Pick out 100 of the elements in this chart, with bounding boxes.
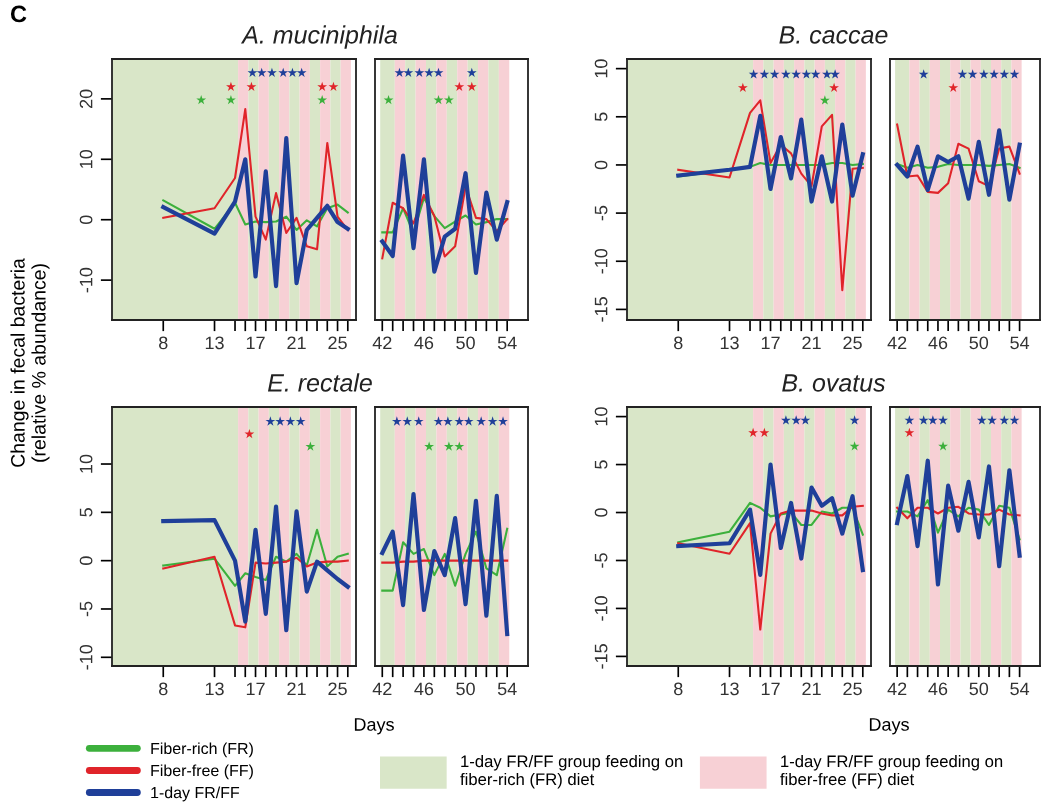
chart-title: E. rectale	[267, 373, 372, 392]
x-axis-title: Days	[354, 718, 394, 735]
point	[287, 67, 298, 78]
line-series	[676, 113, 865, 204]
x-tick-label: 13	[205, 336, 224, 350]
point	[317, 81, 328, 91]
y-tick-label: 5	[594, 112, 608, 122]
x-tick-label: 46	[928, 336, 948, 350]
point	[801, 69, 812, 79]
y-tick-label: 0	[79, 215, 93, 225]
point	[226, 94, 236, 105]
x-tick-label: 50	[456, 336, 475, 350]
point	[328, 81, 339, 91]
point	[244, 428, 255, 439]
point	[295, 416, 306, 426]
y-tick-label: 5	[594, 460, 608, 469]
point	[275, 416, 286, 426]
y-tick-label: 0	[594, 160, 608, 170]
x-tick-label: 25	[843, 336, 862, 350]
point	[247, 67, 258, 78]
x-tick-label: 17	[761, 336, 780, 350]
point	[819, 95, 830, 105]
y-tick-label: -5	[594, 553, 608, 568]
y-tick-label: -10	[594, 248, 608, 274]
x-tick-label: 8	[674, 336, 683, 350]
x-tick-label: 54	[1010, 682, 1030, 696]
x-tick-label: 42	[372, 682, 392, 696]
line-series	[162, 555, 349, 629]
x-tick-label: 21	[802, 336, 821, 350]
y-tick-label: 0	[79, 556, 93, 565]
point	[800, 415, 811, 425]
y-tick-label: -10	[594, 596, 608, 621]
line-series	[162, 528, 349, 587]
point	[748, 427, 758, 438]
point	[305, 441, 316, 451]
y-tick-label: -10	[79, 644, 93, 670]
point	[278, 67, 289, 78]
point	[822, 69, 832, 79]
y-tick-label: 5	[79, 508, 93, 517]
y-tick-label: -5	[79, 601, 93, 617]
y-tick-label: 10	[594, 407, 608, 426]
x-tick-label: 50	[969, 682, 989, 696]
x-tick-label: 42	[372, 336, 392, 350]
chart-title: B. ovatus	[782, 374, 886, 392]
x-tick-label: 8	[159, 682, 168, 696]
x-tick-label: 25	[328, 336, 347, 350]
point	[256, 67, 267, 78]
x-tick-label: 13	[720, 682, 739, 696]
point	[830, 69, 841, 79]
point	[226, 81, 236, 91]
x-tick-label: 54	[497, 336, 517, 350]
point	[781, 415, 791, 425]
x-tick-label: 21	[802, 682, 821, 696]
x-axis-title: Days	[869, 718, 909, 735]
x-tick-label: 46	[414, 682, 434, 696]
legend-label: 1-day FR/FF group feeding on fiber-free (FF) diet	[780, 755, 1003, 789]
chart-title: A. muciniphila	[240, 25, 397, 49]
point	[769, 69, 780, 79]
line-series	[677, 501, 864, 544]
point	[791, 69, 802, 79]
text: C	[10, 5, 27, 23]
point	[781, 69, 791, 79]
point	[829, 82, 839, 93]
point	[265, 416, 276, 426]
legend-label: Fiber-rich (FR)	[151, 742, 253, 758]
y-tick-label: -15	[594, 297, 608, 322]
x-tick-label: 42	[887, 682, 907, 696]
point	[849, 441, 860, 451]
x-tick-label: 21	[287, 336, 306, 350]
x-tick-label: 42	[887, 336, 907, 350]
y-tick-label: 10	[79, 149, 93, 168]
line-series	[161, 136, 350, 289]
x-tick-label: 50	[456, 682, 475, 696]
point	[267, 67, 277, 78]
x-tick-label: 17	[761, 682, 780, 696]
x-tick-label: 25	[843, 682, 862, 696]
point	[759, 69, 770, 79]
x-tick-label: 17	[246, 682, 265, 696]
y-tick-label: -15	[594, 644, 608, 669]
point	[791, 415, 802, 425]
x-tick-label: 21	[287, 682, 306, 696]
x-tick-label: 8	[159, 336, 168, 350]
point	[810, 69, 821, 79]
y-axis-title: Change in fecal bacteria (relative % abundance)	[10, 258, 50, 467]
point	[285, 416, 296, 426]
x-tick-label: 46	[928, 682, 948, 696]
line-series	[677, 99, 864, 292]
point	[296, 67, 307, 78]
point	[317, 94, 328, 105]
x-tick-label: 54	[1010, 336, 1030, 350]
x-tick-label: 17	[246, 336, 265, 350]
line-series	[162, 199, 349, 232]
x-tick-label: 54	[497, 682, 517, 696]
x-tick-label: 8	[674, 682, 683, 696]
point	[849, 415, 860, 425]
chart-title: B. caccae	[779, 26, 888, 44]
x-tick-label: 46	[414, 336, 434, 350]
legend-label: 1-day FR/FF group feeding on fiber-rich (FR) diet	[460, 755, 683, 789]
legend-label: 1-day FR/FF	[151, 786, 240, 802]
y-tick-label: 0	[594, 508, 608, 517]
